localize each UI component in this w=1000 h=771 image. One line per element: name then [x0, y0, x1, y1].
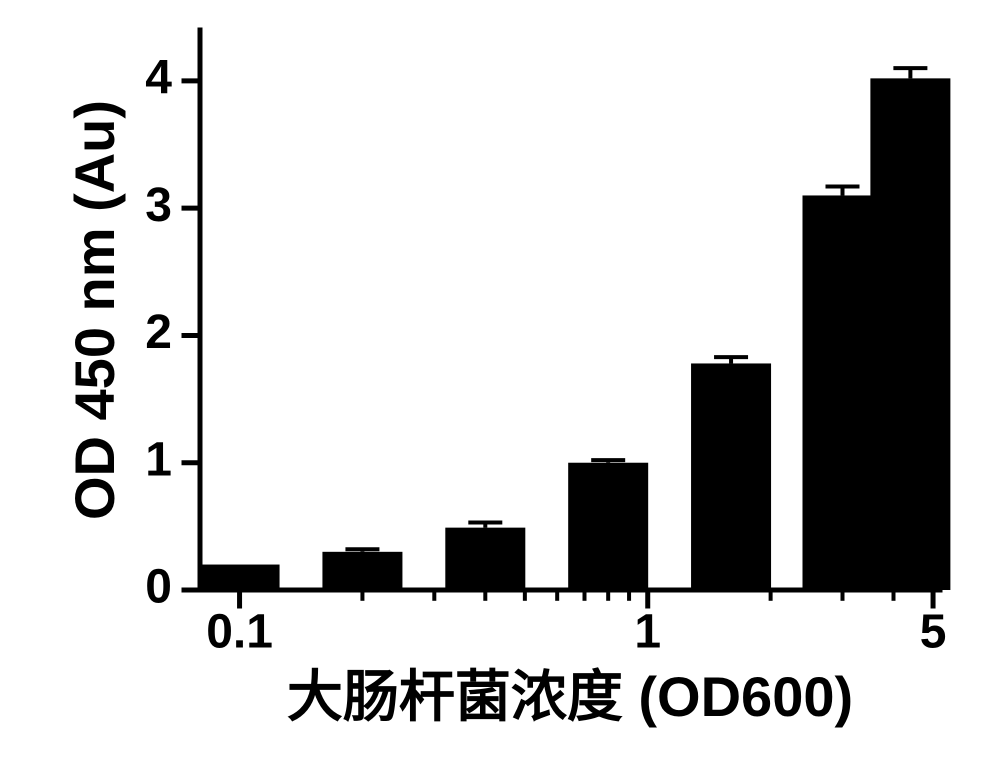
y-tick-label: 3 — [145, 179, 172, 232]
bar — [200, 565, 280, 590]
bar — [445, 528, 525, 590]
x-tick-label: 0.1 — [206, 606, 273, 659]
y-tick-label: 0 — [145, 561, 172, 614]
x-axis-label: 大肠杆菌浓度 (OD600) — [287, 665, 853, 728]
x-tick-label: 5 — [920, 606, 947, 659]
bar — [691, 363, 771, 590]
chart-container: 0 1 2 3 4 0.1 1 5 OD 450 nm (Au) 大肠杆菌浓度 (OD600) — [0, 0, 1000, 771]
bar — [322, 552, 402, 590]
bar-chart: 0 1 2 3 4 0.1 1 5 OD 450 nm (Au) 大肠杆菌浓度 (OD600) — [0, 0, 1000, 771]
bar — [568, 463, 648, 590]
y-tick-label: 4 — [145, 52, 172, 105]
y-tick-label: 1 — [145, 433, 172, 486]
y-axis-label: OD 450 nm (Au) — [63, 100, 126, 520]
x-tick-label: 1 — [634, 606, 661, 659]
y-tick-label: 2 — [145, 306, 172, 359]
bar — [870, 78, 950, 590]
